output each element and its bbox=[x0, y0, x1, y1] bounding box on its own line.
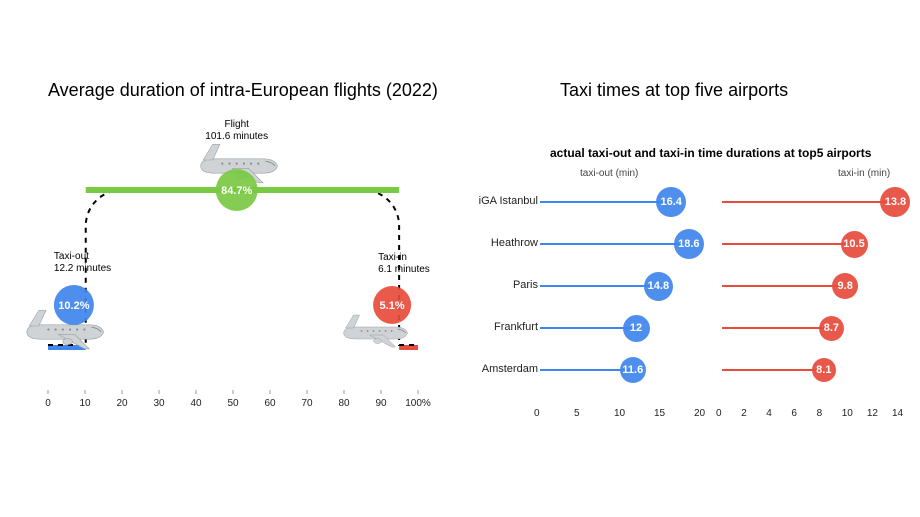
taxi-in-line-3 bbox=[722, 327, 831, 329]
taxi-in-tick-12: 12 bbox=[867, 408, 878, 419]
taxi-in-bubble-4: 8.1 bbox=[812, 358, 836, 382]
taxi-in-label-1: Taxi-in bbox=[378, 252, 407, 263]
svg-text:40: 40 bbox=[190, 398, 202, 409]
col-header-taxi-out: taxi-out (min) bbox=[580, 168, 638, 179]
svg-text:70: 70 bbox=[301, 398, 313, 409]
taxi-out-tick-20: 20 bbox=[694, 408, 705, 419]
flight-path-diagram: 0 10 20 30 40 50 60 70 80 90 100% 10.2% 84.7% 5.1% Tax… bbox=[0, 0, 460, 517]
taxi-out-tick-0: 0 bbox=[534, 408, 540, 419]
taxi-out-bubble-4: 11.6 bbox=[620, 357, 646, 383]
taxi-in-tick-8: 8 bbox=[817, 408, 823, 419]
taxi-in-line-1 bbox=[722, 243, 854, 245]
taxi-in-bubble-1: 10.5 bbox=[841, 231, 868, 258]
taxi-in-label-2: 6.1 minutes bbox=[378, 264, 430, 275]
taxi-out-tick-15: 15 bbox=[654, 408, 665, 419]
taxi-in-bubble-3: 8.7 bbox=[819, 316, 844, 341]
svg-text:5.1%: 5.1% bbox=[380, 300, 405, 312]
taxi-in-tick-6: 6 bbox=[791, 408, 797, 419]
taxi-in-tick-0: 0 bbox=[716, 408, 722, 419]
svg-text:80: 80 bbox=[338, 398, 350, 409]
taxi-in-tick-10: 10 bbox=[842, 408, 853, 419]
taxi-out-line-1 bbox=[540, 243, 689, 245]
taxi-in-tick-4: 4 bbox=[766, 408, 772, 419]
flight-label-1: Flight bbox=[224, 119, 249, 130]
svg-text:0: 0 bbox=[45, 398, 51, 409]
taxi-out-bubble-3: 12 bbox=[623, 315, 650, 342]
taxi-out-tick-5: 5 bbox=[574, 408, 580, 419]
svg-text:90: 90 bbox=[375, 398, 387, 409]
svg-text:20: 20 bbox=[116, 398, 128, 409]
svg-text:50: 50 bbox=[227, 398, 239, 409]
taxi-out-bubble-2: 14.8 bbox=[644, 272, 673, 301]
taxi-out-tick-10: 10 bbox=[614, 408, 625, 419]
taxi-out-line-4 bbox=[540, 369, 633, 371]
taxi-out-label-1: Taxi-out bbox=[54, 251, 89, 262]
taxi-out-label-2: 12.2 minutes bbox=[54, 263, 111, 274]
svg-text:60: 60 bbox=[264, 398, 276, 409]
svg-text:100%: 100% bbox=[405, 398, 431, 409]
taxi-in-bubble-2: 9.8 bbox=[832, 273, 858, 299]
svg-text:30: 30 bbox=[153, 398, 165, 409]
svg-text:10: 10 bbox=[79, 398, 91, 409]
taxi-in-tick-14: 14 bbox=[892, 408, 903, 419]
taxi-out-line-2 bbox=[540, 285, 658, 287]
taxi-in-line-2 bbox=[722, 285, 845, 287]
flight-label-2: 101.6 minutes bbox=[205, 131, 268, 142]
col-header-taxi-in: taxi-in (min) bbox=[838, 168, 890, 179]
row-label-4: Amsterdam bbox=[460, 363, 538, 375]
taxi-out-bubble-1: 18.6 bbox=[674, 229, 704, 259]
row-label-2: Paris bbox=[460, 279, 538, 291]
taxi-out-line-3 bbox=[540, 327, 636, 329]
taxi-in-bubble-0: 13.8 bbox=[880, 187, 910, 217]
svg-text:84.7%: 84.7% bbox=[221, 185, 252, 197]
taxi-in-line-0 bbox=[722, 201, 895, 203]
row-label-3: Frankfurt bbox=[460, 321, 538, 333]
taxi-out-bubble-0: 16.4 bbox=[656, 187, 686, 217]
taxi-in-line-4 bbox=[722, 369, 824, 371]
svg-text:10.2%: 10.2% bbox=[58, 300, 89, 312]
row-label-1: Heathrow bbox=[460, 237, 538, 249]
taxi-in-tick-2: 2 bbox=[741, 408, 747, 419]
row-label-0: iGA Istanbul bbox=[460, 195, 538, 207]
lollipop-chart: taxi-out (min) taxi-in (min) iGA Istanbul 1… bbox=[460, 0, 920, 517]
taxi-out-line-0 bbox=[540, 201, 671, 203]
